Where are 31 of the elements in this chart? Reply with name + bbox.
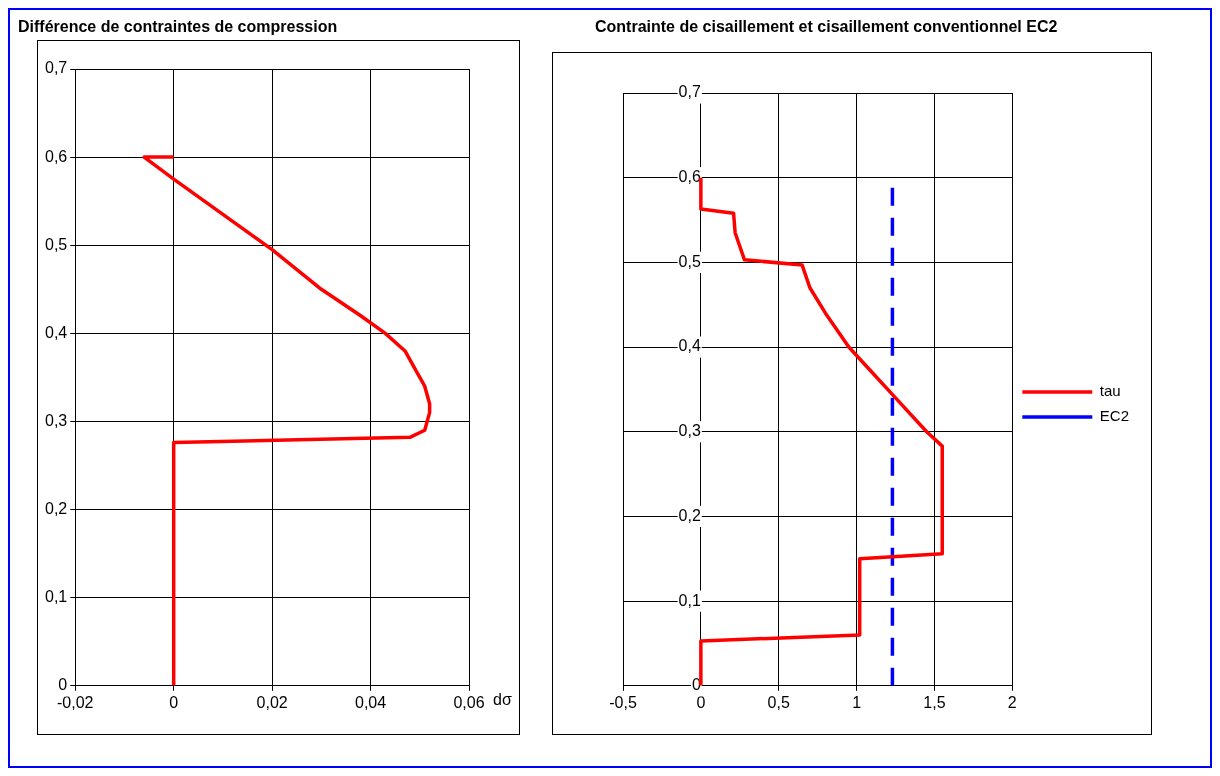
x-axis-title: dσ	[493, 691, 512, 709]
y-tick-label: 0	[58, 676, 68, 694]
y-tick-label: 0,6	[678, 168, 701, 186]
y-tick-label: 0,5	[678, 252, 701, 270]
y-tick-label: 0,5	[44, 235, 68, 253]
y-tick-label: 0,2	[678, 506, 701, 524]
y-tick-label: 0,2	[44, 499, 68, 517]
x-tick-label: -0,02	[57, 693, 94, 711]
legend-label: tau	[1099, 382, 1121, 400]
x-tick-label: 1,5	[923, 693, 946, 711]
x-tick-label: 1	[852, 693, 862, 711]
y-tick-label: 0,4	[678, 337, 701, 355]
y-tick-label: 0	[691, 676, 701, 694]
y-tick-label: 0,1	[678, 591, 701, 609]
x-tick-label: 0,5	[767, 693, 790, 711]
legend-label: EC2	[1099, 407, 1130, 425]
y-tick-label: 0,6	[44, 147, 68, 165]
x-tick-label: 0,04	[354, 693, 387, 711]
chart-title: Différence de contraintes de compression	[18, 18, 338, 36]
y-tick-label: 0,3	[44, 411, 68, 429]
x-tick-label: 0,06	[453, 693, 485, 711]
y-tick-label: 0,3	[678, 422, 701, 440]
y-tick-label: 0,1	[44, 588, 68, 606]
x-tick-label: 2	[1007, 693, 1017, 711]
y-tick-label: 0,7	[44, 59, 68, 77]
x-tick-label: -0,5	[609, 693, 637, 711]
y-tick-label: 0,7	[678, 83, 701, 101]
y-tick-label: 0,4	[44, 323, 68, 341]
chart-title: Contrainte de cisaillement et cisaillement conventionnel EC2	[595, 18, 1058, 36]
x-tick-label: 0,02	[256, 693, 288, 711]
x-tick-label: 0	[169, 693, 179, 711]
